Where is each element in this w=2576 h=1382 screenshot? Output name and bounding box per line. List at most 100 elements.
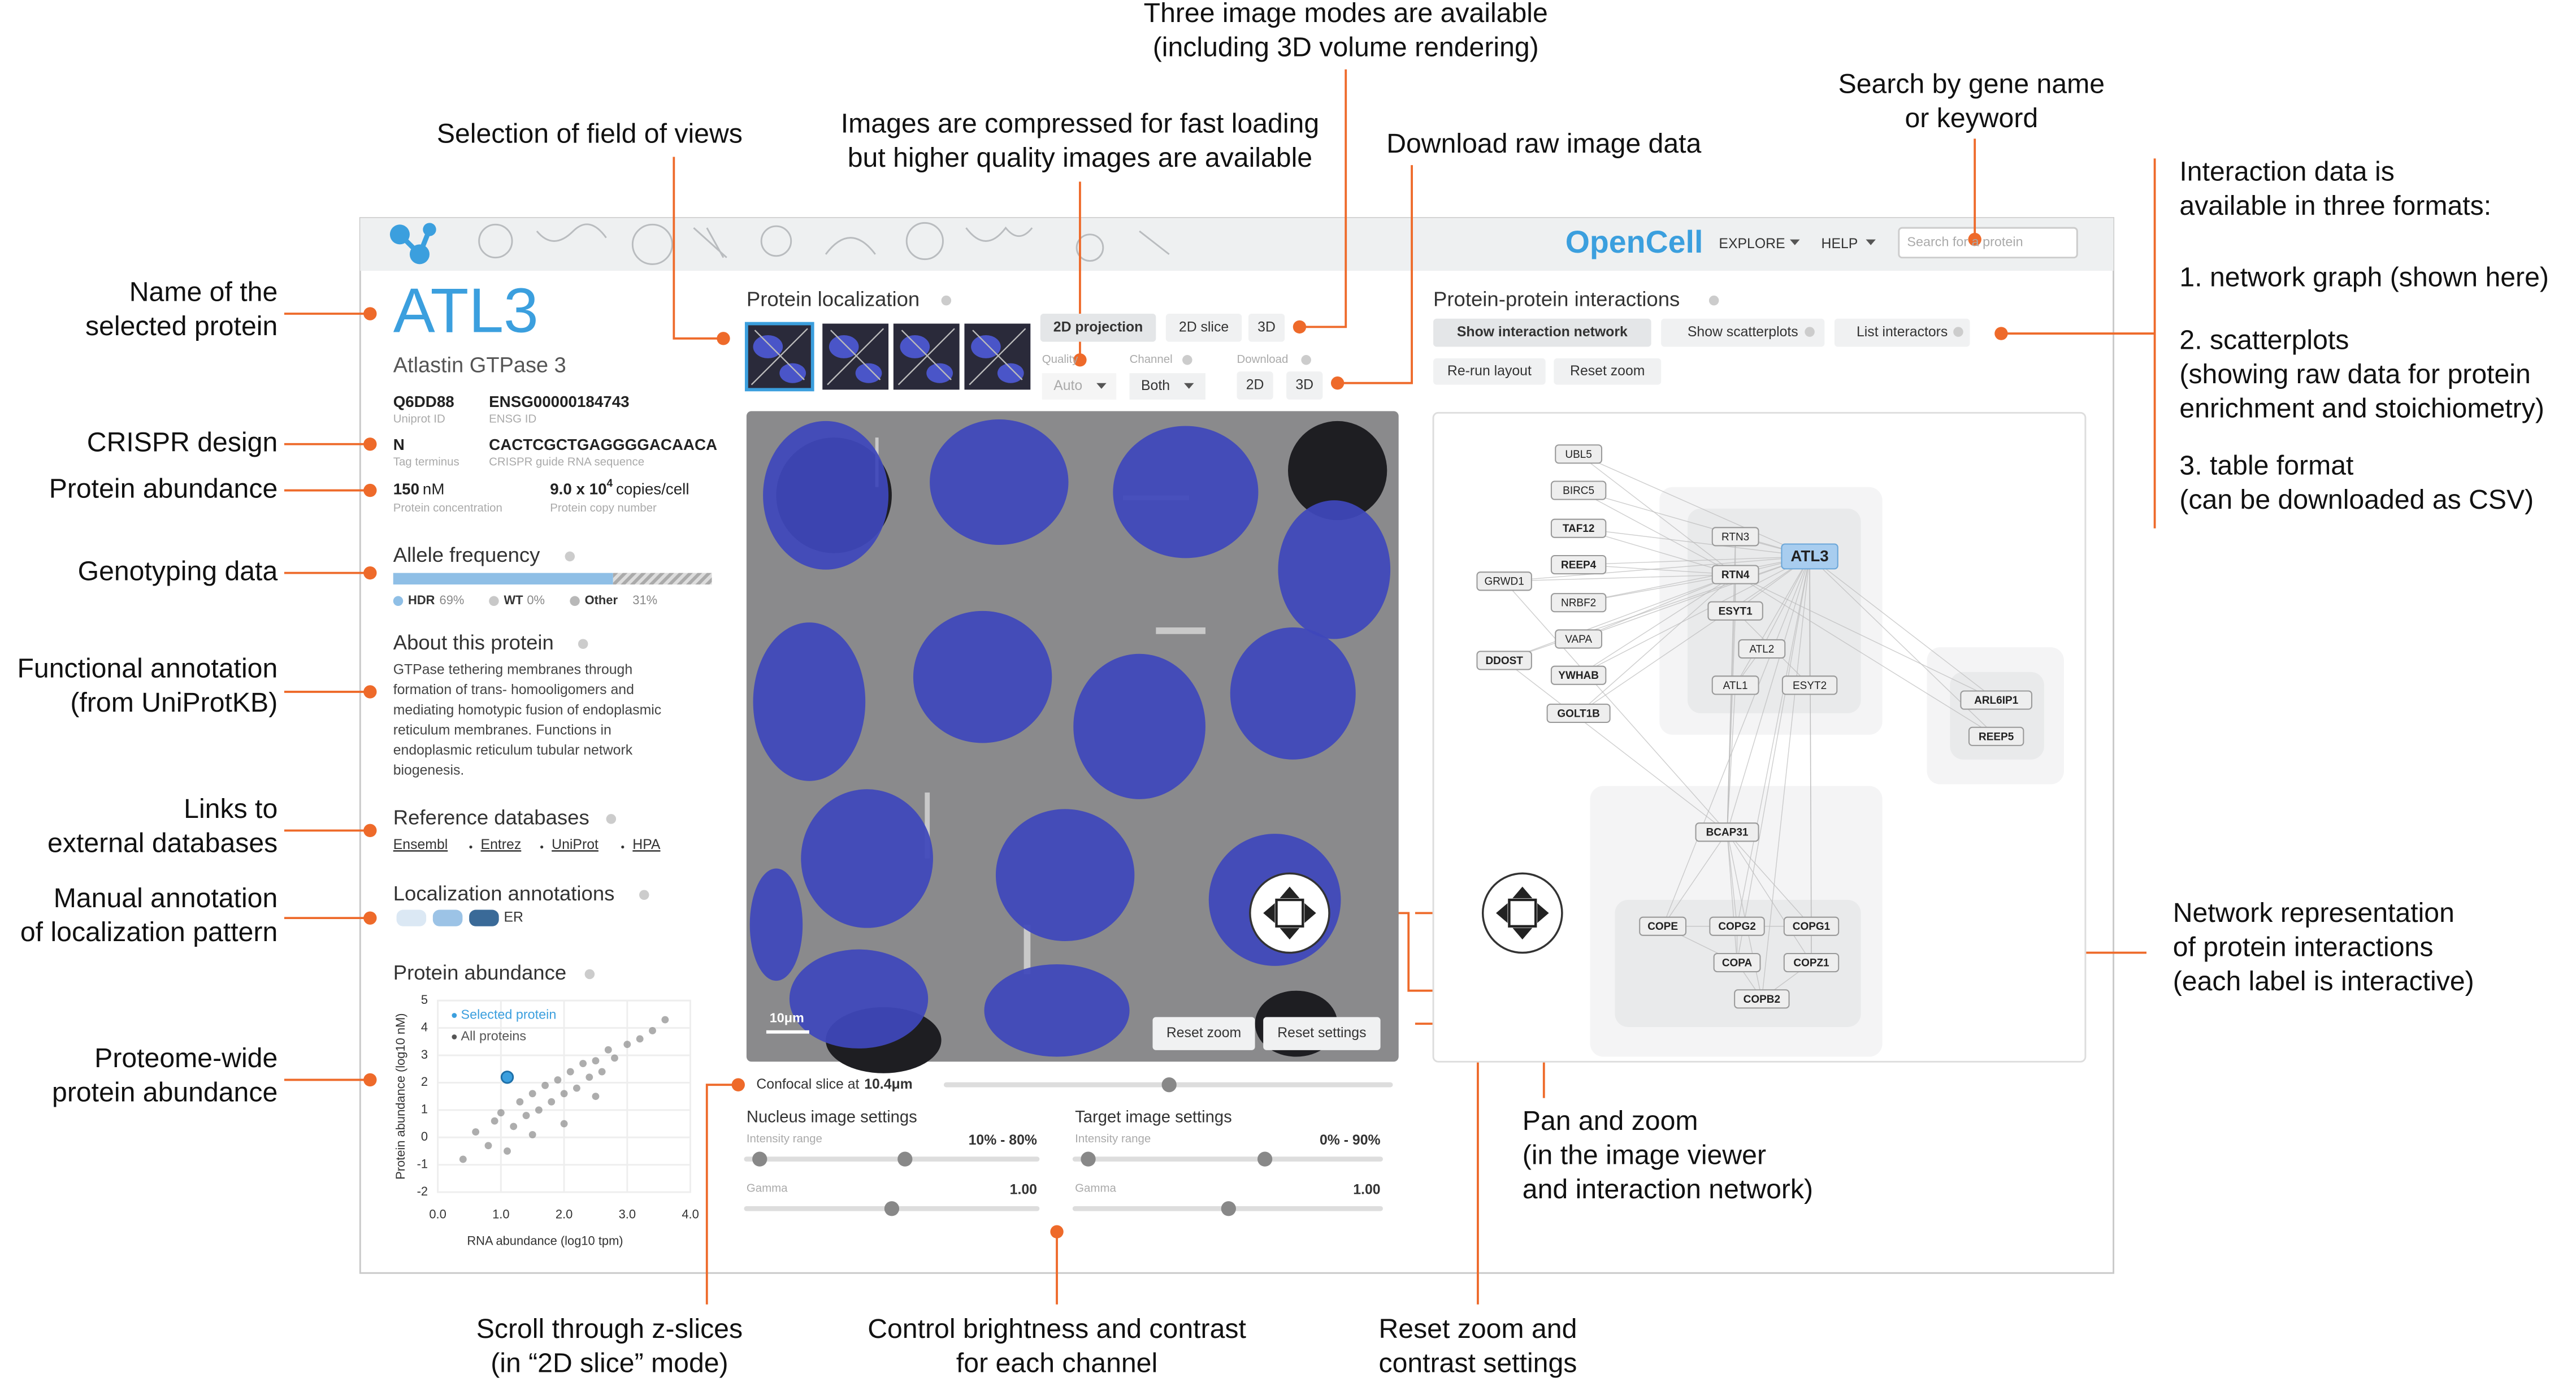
button[interactable] xyxy=(1248,314,1285,342)
network-node[interactable] xyxy=(1711,675,1759,695)
node-label[interactable]: ESYT1 xyxy=(1719,605,1753,617)
slider-knob[interactable] xyxy=(884,1201,900,1216)
button-label[interactable]: Show interaction network xyxy=(1457,324,1628,340)
pan-control[interactable] xyxy=(1249,872,1330,954)
network-node[interactable] xyxy=(1711,565,1759,584)
button[interactable] xyxy=(1263,1017,1381,1050)
network-node[interactable] xyxy=(1960,690,2032,710)
search-box[interactable] xyxy=(1898,227,2078,259)
network-node[interactable] xyxy=(1639,916,1687,936)
node-label[interactable]: COPB2 xyxy=(1744,994,1780,1006)
node-label[interactable]: NRBF2 xyxy=(1561,597,1596,609)
button[interactable] xyxy=(1433,318,1651,347)
button-label[interactable]: Re-run layout xyxy=(1447,363,1532,379)
menu-item[interactable]: HELP xyxy=(1822,236,1858,252)
button-label[interactable]: List interactors xyxy=(1857,324,1948,340)
button[interactable] xyxy=(1433,358,1546,385)
button-label[interactable]: 2D xyxy=(1246,378,1264,393)
network-node[interactable] xyxy=(1550,518,1607,538)
node-label[interactable]: REEP4 xyxy=(1561,560,1597,571)
network-node[interactable] xyxy=(1476,571,1532,591)
network-node[interactable] xyxy=(1783,952,1840,973)
external-link[interactable]: Entrez xyxy=(481,837,522,852)
network-node[interactable] xyxy=(1707,601,1763,621)
node-label[interactable]: RTN3 xyxy=(1721,531,1749,543)
network-node[interactable] xyxy=(1781,543,1838,570)
network-node[interactable] xyxy=(1713,952,1761,973)
node-label[interactable]: ATL1 xyxy=(1723,680,1748,692)
menu-item[interactable]: EXPLORE xyxy=(1719,236,1785,252)
dropdown-value[interactable]: Auto xyxy=(1053,378,1082,393)
network-node[interactable] xyxy=(1695,822,1759,842)
external-link[interactable]: Ensembl xyxy=(393,837,448,852)
button-label[interactable]: 2D slice xyxy=(1179,319,1229,335)
node-label[interactable]: BCAP31 xyxy=(1706,827,1749,839)
button-label[interactable]: Show scatterplots xyxy=(1688,324,1798,340)
node-label[interactable]: DDOST xyxy=(1485,655,1523,667)
external-link[interactable]: UniProt xyxy=(552,837,599,852)
button[interactable] xyxy=(1152,1017,1255,1050)
network-node[interactable] xyxy=(1555,444,1603,464)
dropdown-caret xyxy=(1096,383,1107,389)
network-node[interactable] xyxy=(1738,639,1786,659)
section-title: Protein-protein interactions xyxy=(1433,287,1680,310)
network-node[interactable] xyxy=(1550,665,1607,685)
node-label[interactable]: RTN4 xyxy=(1721,569,1750,581)
slider-knob[interactable] xyxy=(1081,1151,1096,1167)
button[interactable] xyxy=(1661,318,1825,347)
slider-knob[interactable] xyxy=(897,1151,913,1167)
pan-control[interactable] xyxy=(1481,872,1563,954)
button[interactable] xyxy=(1286,371,1323,400)
nucleus xyxy=(801,789,933,928)
network-node[interactable] xyxy=(1555,629,1603,649)
node-label[interactable]: UBL5 xyxy=(1565,449,1591,461)
node-label[interactable]: REEP5 xyxy=(1979,731,2014,743)
node-label[interactable]: COPZ1 xyxy=(1793,958,1829,969)
network-node[interactable] xyxy=(1550,480,1607,500)
node-label[interactable]: ATL3 xyxy=(1790,547,1828,565)
button-label[interactable]: 2D projection xyxy=(1053,319,1143,335)
node-label[interactable]: BIRC5 xyxy=(1563,485,1594,497)
button[interactable] xyxy=(1237,371,1273,400)
button-label[interactable]: Reset zoom xyxy=(1166,1025,1241,1041)
network-node[interactable] xyxy=(1783,916,1840,936)
button-label[interactable]: Reset zoom xyxy=(1570,363,1645,379)
network-node[interactable] xyxy=(1709,916,1765,936)
network-node[interactable] xyxy=(1711,527,1759,547)
button-label[interactable]: Reset settings xyxy=(1277,1025,1366,1041)
button[interactable] xyxy=(1040,314,1156,342)
network-node[interactable] xyxy=(1550,554,1607,575)
network-node[interactable] xyxy=(1550,593,1607,613)
slider-knob[interactable] xyxy=(1161,1077,1177,1093)
network-node[interactable] xyxy=(1968,726,2024,746)
network-node[interactable] xyxy=(1476,651,1532,670)
node-label[interactable]: ATL2 xyxy=(1749,643,1774,655)
button-label[interactable]: 3D xyxy=(1257,319,1276,335)
node-label[interactable]: COPA xyxy=(1722,958,1753,969)
external-link[interactable]: HPA xyxy=(632,837,661,852)
slider-knob[interactable] xyxy=(752,1151,767,1167)
network-node[interactable] xyxy=(1734,989,1790,1009)
search-placeholder[interactable]: Search for a protein xyxy=(1907,235,2023,249)
node-label[interactable]: ESYT2 xyxy=(1793,680,1827,692)
node-label[interactable]: GOLT1B xyxy=(1557,708,1600,720)
node-label[interactable]: VAPA xyxy=(1565,634,1592,645)
dropdown-value[interactable]: Both xyxy=(1141,378,1170,393)
dropdown[interactable] xyxy=(1129,373,1205,400)
dropdown[interactable] xyxy=(1042,373,1117,400)
button[interactable] xyxy=(1165,314,1242,342)
button[interactable] xyxy=(1554,358,1662,385)
node-label[interactable]: GRWD1 xyxy=(1485,576,1524,588)
node-label[interactable]: YWHAB xyxy=(1558,670,1599,682)
node-label[interactable]: ARL6IP1 xyxy=(1974,695,2018,707)
node-label[interactable]: COPE xyxy=(1647,921,1678,933)
network-node[interactable] xyxy=(1781,675,1838,695)
node-label[interactable]: TAF12 xyxy=(1563,523,1595,535)
network-node[interactable] xyxy=(1546,703,1611,724)
node-label[interactable]: COPG1 xyxy=(1793,921,1831,933)
node-label[interactable]: COPG2 xyxy=(1718,921,1755,933)
button-label[interactable]: 3D xyxy=(1295,378,1313,393)
slider-knob[interactable] xyxy=(1221,1201,1236,1216)
button[interactable] xyxy=(1834,318,1970,347)
slider-knob[interactable] xyxy=(1257,1151,1273,1167)
